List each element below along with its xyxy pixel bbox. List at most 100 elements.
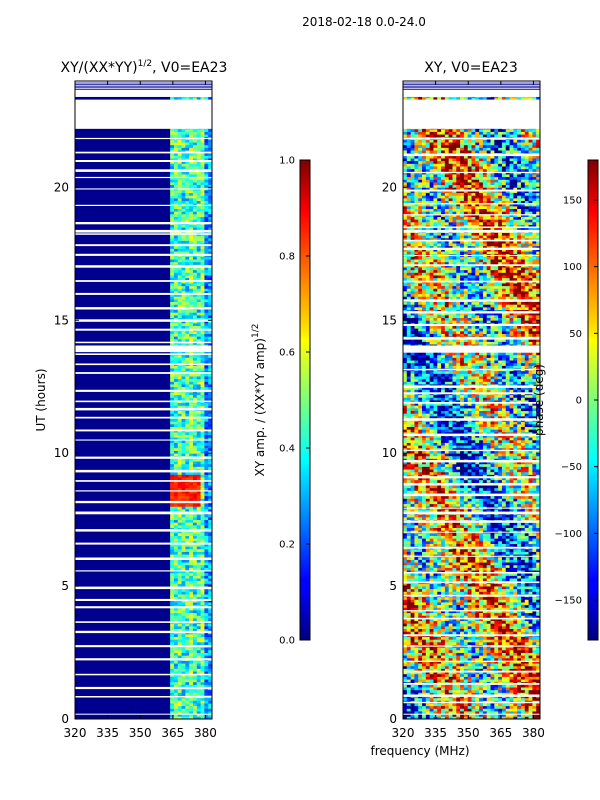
heatmap-cell (189, 402, 194, 406)
heatmap-cell (181, 267, 186, 271)
heatmap-cell (192, 179, 198, 183)
heatmap-cell (524, 631, 529, 635)
heatmap-cell (170, 142, 175, 146)
heatmap-cell (437, 692, 442, 696)
heatmap-cell (406, 575, 412, 579)
heatmap-cell (406, 615, 412, 619)
heatmap-cell (437, 564, 442, 568)
heatmap-cell (181, 485, 186, 489)
heatmap-cell (441, 610, 446, 614)
heatmap-cell (422, 647, 427, 651)
heatmap-cell (444, 578, 450, 582)
heatmap-cell (173, 322, 179, 326)
heatmap-cell (200, 625, 205, 630)
heatmap-cell (452, 625, 457, 630)
heatmap-cell (170, 503, 175, 507)
heatmap-cell (189, 421, 194, 425)
heatmap-cell (490, 620, 495, 624)
heatmap-cell (517, 673, 522, 677)
heatmap-cell (196, 482, 201, 486)
heatmap-cell (173, 498, 179, 502)
heatmap-cell (410, 591, 415, 595)
heatmap-cell (429, 596, 434, 600)
heatmap-cell (486, 612, 491, 616)
heatmap-cell (189, 338, 194, 342)
heatmap-cell (185, 285, 190, 289)
heatmap-cell (208, 554, 212, 558)
heatmap-cell (189, 171, 194, 175)
heatmap-cell (189, 256, 194, 260)
heatmap-cell (192, 628, 198, 632)
heatmap-cell (192, 612, 198, 616)
heatmap-cell (192, 540, 198, 544)
heatmap-cell (471, 610, 476, 614)
heatmap-cell (200, 466, 205, 470)
y-tick-label: 20 (54, 180, 69, 194)
heatmap-cell (479, 556, 484, 560)
heatmap-cell (494, 562, 499, 566)
heatmap-cell (422, 591, 427, 595)
heatmap-cell (170, 615, 175, 619)
heatmap-cell (520, 684, 526, 688)
heatmap-cell (192, 288, 198, 292)
heatmap-cell (490, 636, 495, 640)
heatmap-cell (204, 150, 209, 154)
heatmap-cell (185, 144, 190, 148)
heatmap-cell (173, 559, 179, 563)
heatmap-cell (406, 617, 412, 622)
heatmap-cell (475, 572, 480, 576)
heatmap-cell (437, 617, 442, 622)
heatmap-cell (509, 665, 514, 669)
heatmap-cell (501, 673, 507, 677)
heatmap-cell (467, 604, 472, 608)
heatmap-cell (494, 623, 499, 627)
heatmap-cell (479, 591, 484, 595)
heatmap-cell (196, 458, 201, 462)
heatmap-cell (452, 708, 457, 712)
heatmap-cell (414, 687, 419, 691)
heatmap-cell (196, 235, 201, 239)
heatmap-cell (460, 610, 465, 614)
heatmap-cell (448, 620, 453, 624)
heatmap-cell (208, 679, 212, 683)
heatmap-cell (204, 336, 209, 340)
heatmap-cell (536, 620, 540, 624)
heatmap-cell (173, 251, 179, 255)
flagged-row (75, 416, 212, 419)
heatmap-cell (490, 673, 495, 677)
heatmap-cell (505, 591, 510, 595)
heatmap-cell (177, 423, 182, 427)
heatmap-cell (524, 596, 529, 600)
heatmap-cell (486, 578, 491, 582)
heatmap-cell (475, 604, 480, 608)
heatmap-cell (200, 235, 205, 239)
heatmap-cell (490, 596, 495, 600)
heatmap-cell (452, 615, 457, 619)
x-tick-label: 380 (194, 726, 217, 740)
heatmap-cell (418, 596, 423, 600)
heatmap-cell (482, 705, 488, 709)
flagged-row (75, 169, 212, 172)
heatmap-cell (536, 586, 540, 590)
heatmap-cell (414, 673, 419, 677)
heatmap-cell (181, 437, 186, 441)
heatmap-cell (177, 381, 182, 385)
heatmap-cell (532, 628, 537, 632)
heatmap-cell (532, 591, 537, 595)
heatmap-cell (200, 703, 205, 707)
heatmap-cell (498, 602, 503, 606)
heatmap-cell (501, 559, 507, 563)
heatmap-cell (189, 692, 194, 696)
heatmap-cell (189, 384, 194, 388)
heatmap-cell (494, 572, 499, 576)
heatmap-cell (173, 490, 179, 494)
heatmap-cell (177, 591, 182, 595)
heatmap-cell (414, 556, 419, 560)
heatmap-cell (208, 423, 212, 427)
heatmap-cell (532, 636, 537, 640)
heatmap-cell (170, 394, 175, 398)
heatmap-cell (204, 155, 209, 159)
heatmap-cell (456, 610, 461, 614)
heatmap-cell (173, 477, 179, 481)
heatmap-cell (475, 575, 480, 579)
